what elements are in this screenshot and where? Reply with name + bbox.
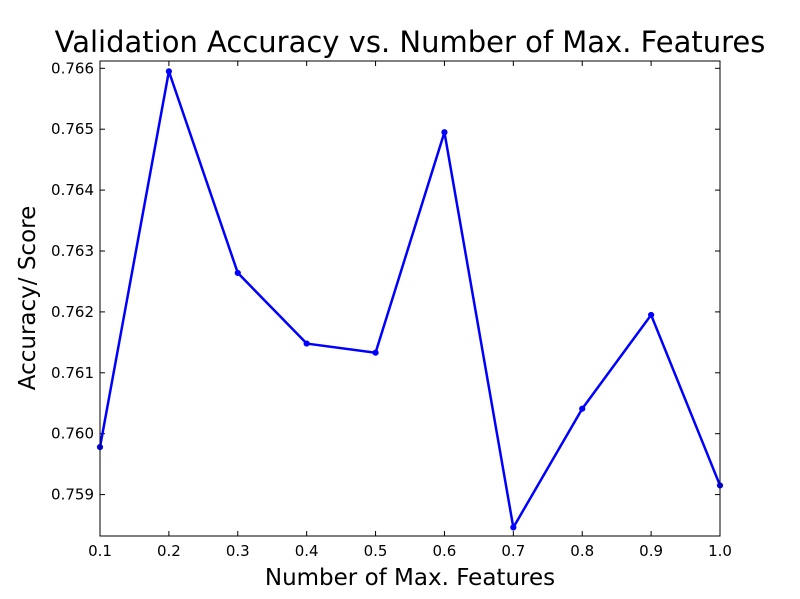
- data-point: [441, 129, 448, 136]
- x-tick-label: 1.0: [708, 542, 732, 560]
- y-tick-label: 0.761: [51, 364, 94, 382]
- chart-title: Validation Accuracy vs. Number of Max. F…: [55, 25, 766, 59]
- x-tick-label: 0.9: [639, 542, 663, 560]
- x-tick-label: 0.2: [157, 542, 181, 560]
- y-tick-label: 0.765: [51, 120, 94, 138]
- data-point: [165, 68, 172, 75]
- plot-series: [96, 68, 724, 531]
- x-tick-label: 0.7: [501, 542, 525, 560]
- x-axis-label: Number of Max. Features: [265, 565, 555, 591]
- data-point: [510, 524, 517, 531]
- x-tick-label: 0.3: [226, 542, 250, 560]
- data-point: [579, 405, 586, 412]
- plot-frame: [99, 60, 721, 537]
- x-tick-label: 0.6: [433, 542, 457, 560]
- y-tick-label: 0.766: [51, 59, 94, 77]
- data-point: [372, 349, 379, 356]
- y-tick-label: 0.759: [51, 486, 94, 504]
- x-tick-label: 0.8: [570, 542, 594, 560]
- y-tick-label: 0.762: [51, 303, 94, 321]
- y-tick-label: 0.763: [51, 242, 94, 260]
- data-point: [648, 311, 655, 319]
- axis-ticks: 0.1 0.2 0.3 0.4 0.5 0.6 0.7 0.8 0.9 1.0 0.759 0.760…: [51, 59, 732, 560]
- x-tick-label: 0.5: [364, 542, 388, 560]
- x-tick-label: 0.1: [88, 542, 112, 560]
- x-tick-label: 0.4: [295, 542, 319, 560]
- y-tick-label: 0.760: [51, 425, 94, 443]
- data-point: [303, 340, 310, 347]
- series-line: [98, 70, 722, 529]
- y-tick-label: 0.764: [51, 181, 94, 199]
- data-point: [234, 269, 241, 277]
- y-axis-label: Accuracy/ Score: [15, 206, 41, 390]
